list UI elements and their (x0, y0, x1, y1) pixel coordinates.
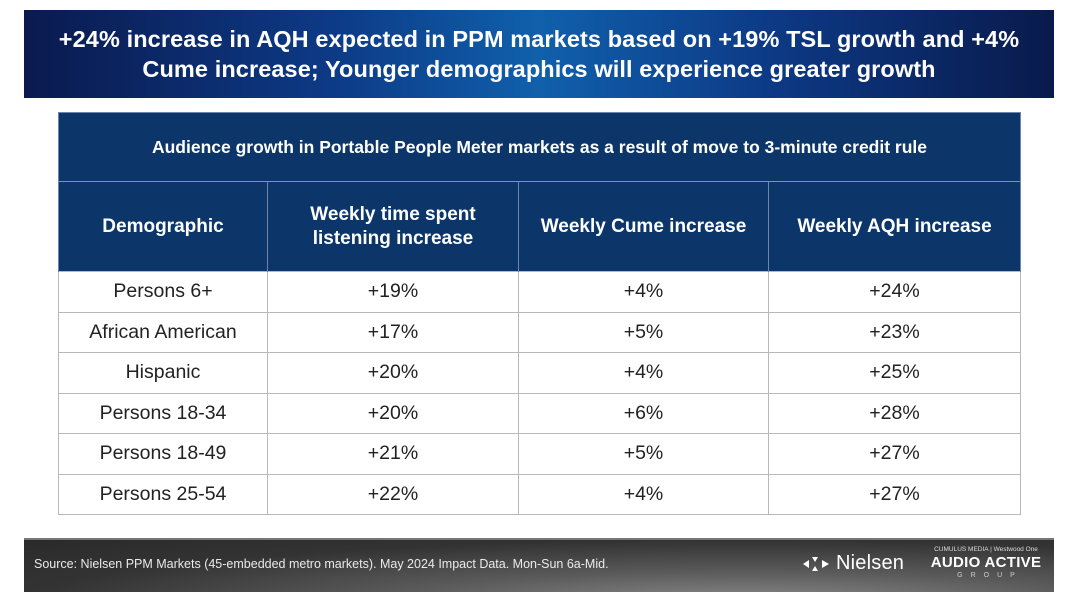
aqh-cell: +28% (768, 392, 1021, 434)
cume-cell: +5% (518, 311, 769, 353)
table-row: Hispanic +20% +4% +25% (58, 352, 1021, 394)
tsl-cell: +20% (267, 392, 519, 434)
audio-active-group-logo: CUMULUS MEDIA | Westwood One AUDIO ACTIV… (930, 545, 1042, 581)
nielsen-mark-icon (803, 556, 829, 571)
demographic-cell: Persons 6+ (58, 271, 268, 313)
tsl-cell: +20% (267, 352, 519, 394)
cume-cell: +4% (518, 473, 769, 515)
source-note: Source: Nielsen PPM Markets (45-embedded… (34, 557, 609, 571)
column-header-cume-increase: Weekly Cume increase (518, 181, 769, 272)
demographic-cell: Persons 25-54 (58, 473, 268, 515)
demographic-cell: Hispanic (58, 352, 268, 394)
headline-banner: +24% increase in AQH expected in PPM mar… (24, 10, 1054, 98)
aqh-cell: +23% (768, 311, 1021, 353)
tsl-cell: +19% (267, 271, 519, 313)
table-title-row: Audience growth in Portable People Meter… (58, 112, 1021, 182)
table-row: Persons 18-49 +21% +5% +27% (58, 433, 1021, 475)
aag-wordmark: AUDIO ACTIVE (930, 554, 1042, 571)
column-header-row: Demographic Weekly time spent listening … (58, 181, 1021, 272)
table-row: Persons 18-34 +20% +6% +28% (58, 392, 1021, 434)
cume-cell: +4% (518, 352, 769, 394)
table-row: African American +17% +5% +23% (58, 311, 1021, 353)
table-row: Persons 25-54 +22% +4% +27% (58, 473, 1021, 515)
cume-cell: +6% (518, 392, 769, 434)
aag-partner-line: CUMULUS MEDIA | Westwood One (934, 546, 1038, 553)
tsl-cell: +17% (267, 311, 519, 353)
demographic-cell: Persons 18-49 (58, 433, 268, 475)
table-title: Audience growth in Portable People Meter… (58, 112, 1021, 182)
column-header-tsl-increase: Weekly time spent listening increase (267, 181, 519, 272)
cume-cell: +4% (518, 271, 769, 313)
aag-subtitle: GROUP (957, 572, 1023, 579)
column-header-demographic: Demographic (58, 181, 268, 272)
table-row: Persons 6+ +19% +4% +24% (58, 271, 1021, 313)
aqh-cell: +27% (768, 473, 1021, 515)
nielsen-logo: Nielsen (802, 552, 904, 575)
headline-title: +24% increase in AQH expected in PPM mar… (58, 26, 1020, 82)
cume-cell: +5% (518, 433, 769, 475)
nielsen-wordmark: Nielsen (836, 552, 905, 574)
demographic-cell: Persons 18-34 (58, 392, 268, 434)
aqh-cell: +25% (768, 352, 1021, 394)
tsl-cell: +22% (267, 473, 519, 515)
column-header-aqh-increase: Weekly AQH increase (768, 181, 1021, 272)
tsl-cell: +21% (267, 433, 519, 475)
aqh-cell: +27% (768, 433, 1021, 475)
audience-growth-table: Audience growth in Portable People Meter… (58, 112, 1021, 515)
demographic-cell: African American (58, 311, 268, 353)
aqh-cell: +24% (768, 271, 1021, 313)
source-footer: Source: Nielsen PPM Markets (45-embedded… (24, 538, 1054, 592)
